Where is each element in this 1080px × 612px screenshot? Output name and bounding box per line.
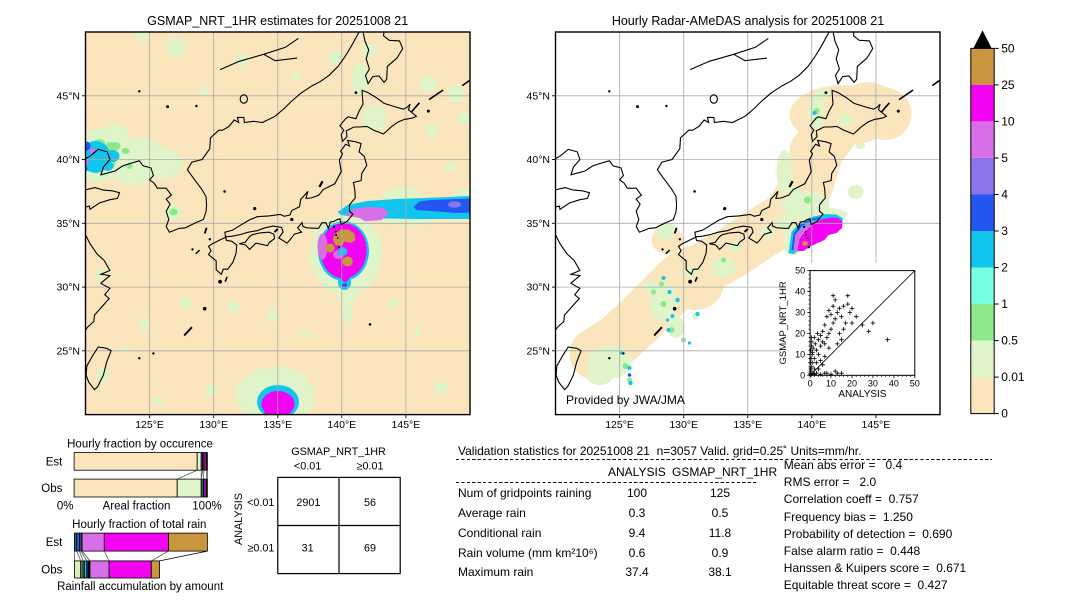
- svg-text:135°E: 135°E: [263, 419, 292, 431]
- svg-text:0%: 0%: [57, 500, 74, 512]
- svg-text:35°N: 35°N: [57, 218, 80, 230]
- svg-text:25: 25: [1001, 78, 1015, 92]
- svg-text:140°E: 140°E: [327, 419, 356, 431]
- svg-text:56: 56: [364, 497, 376, 509]
- svg-text:Est: Est: [46, 537, 63, 549]
- svg-text:2901: 2901: [296, 497, 320, 509]
- svg-text:GSMAP_NRT_1HR: GSMAP_NRT_1HR: [291, 446, 386, 458]
- svg-text:1: 1: [1001, 297, 1008, 311]
- svg-text:30°N: 30°N: [57, 282, 80, 294]
- svg-text:145°E: 145°E: [392, 419, 421, 431]
- svg-text:35°N: 35°N: [527, 218, 550, 230]
- svg-text:0: 0: [1001, 407, 1008, 421]
- svg-text:0.5: 0.5: [1001, 334, 1018, 348]
- svg-text:30: 30: [868, 378, 878, 388]
- svg-text:40: 40: [795, 287, 805, 297]
- svg-text:125°E: 125°E: [135, 419, 164, 431]
- svg-text:Rainfall accumulation by amoun: Rainfall accumulation by amount: [57, 581, 224, 593]
- svg-text:10: 10: [1001, 114, 1015, 128]
- svg-text:45°N: 45°N: [57, 90, 80, 102]
- svg-text:25°N: 25°N: [527, 345, 550, 357]
- svg-text:145°E: 145°E: [862, 419, 891, 431]
- svg-text:50: 50: [1001, 41, 1015, 55]
- svg-text:Est: Est: [46, 456, 63, 468]
- svg-text:≥0.01: ≥0.01: [247, 542, 274, 554]
- svg-text:3: 3: [1001, 224, 1008, 238]
- svg-text:30: 30: [795, 308, 805, 318]
- svg-text:0: 0: [808, 378, 813, 388]
- svg-text:50: 50: [795, 266, 805, 276]
- svg-text:100%: 100%: [192, 500, 221, 512]
- svg-text:4: 4: [1001, 188, 1008, 202]
- svg-text:140°E: 140°E: [798, 419, 827, 431]
- svg-text:40°N: 40°N: [57, 154, 80, 166]
- svg-text:5: 5: [1001, 151, 1008, 165]
- svg-text:<0.01: <0.01: [294, 461, 321, 473]
- svg-text:ANALYSIS: ANALYSIS: [233, 493, 245, 545]
- svg-text:135°E: 135°E: [734, 419, 763, 431]
- svg-text:50: 50: [910, 378, 920, 388]
- svg-text:69: 69: [364, 542, 376, 554]
- svg-text:20: 20: [847, 378, 857, 388]
- svg-text:31: 31: [302, 542, 314, 554]
- svg-text:Obs: Obs: [41, 483, 62, 495]
- svg-text:10: 10: [795, 349, 805, 359]
- svg-text:Hourly fraction by occurence: Hourly fraction by occurence: [67, 439, 213, 451]
- svg-text:0.01: 0.01: [1001, 370, 1025, 384]
- svg-text:Obs: Obs: [41, 565, 62, 577]
- svg-text:130°E: 130°E: [199, 419, 228, 431]
- svg-text:Hourly fraction of total rain: Hourly fraction of total rain: [72, 519, 206, 531]
- svg-text:ANALYSIS: ANALYSIS: [839, 389, 887, 400]
- svg-text:<0.01: <0.01: [247, 497, 274, 509]
- svg-text:25°N: 25°N: [57, 345, 80, 357]
- svg-text:≥0.01: ≥0.01: [357, 461, 384, 473]
- svg-text:20: 20: [795, 328, 805, 338]
- svg-text:2: 2: [1001, 261, 1008, 275]
- svg-text:30°N: 30°N: [527, 282, 550, 294]
- svg-text:GSMAP_NRT_1HR: GSMAP_NRT_1HR: [778, 281, 789, 364]
- svg-text:0: 0: [800, 370, 805, 380]
- svg-text:40°N: 40°N: [527, 154, 550, 166]
- svg-text:10: 10: [826, 378, 836, 388]
- svg-text:40: 40: [889, 378, 899, 388]
- svg-text:45°N: 45°N: [527, 90, 550, 102]
- svg-text:Areal fraction: Areal fraction: [103, 500, 171, 512]
- svg-text:125°E: 125°E: [605, 419, 634, 431]
- svg-text:130°E: 130°E: [670, 419, 699, 431]
